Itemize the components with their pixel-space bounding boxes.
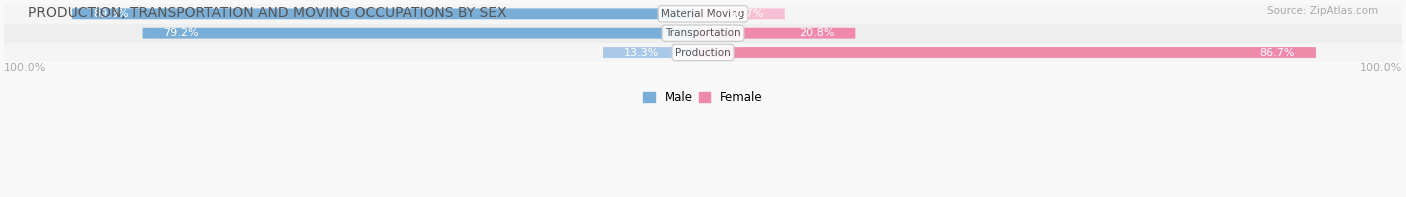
Text: 79.2%: 79.2% xyxy=(163,28,200,38)
Text: 13.3%: 13.3% xyxy=(624,47,659,58)
Bar xyxy=(4,23,1402,43)
Text: Transportation: Transportation xyxy=(665,28,741,38)
Text: 86.7%: 86.7% xyxy=(1260,47,1295,58)
Legend: Male, Female: Male, Female xyxy=(638,86,768,109)
Text: 100.0%: 100.0% xyxy=(4,63,46,73)
Text: PRODUCTION, TRANSPORTATION AND MOVING OCCUPATIONS BY SEX: PRODUCTION, TRANSPORTATION AND MOVING OC… xyxy=(28,6,506,20)
Text: 89.3%: 89.3% xyxy=(93,9,128,19)
Bar xyxy=(4,43,1402,62)
FancyBboxPatch shape xyxy=(72,8,710,19)
Text: Production: Production xyxy=(675,47,731,58)
FancyBboxPatch shape xyxy=(142,28,710,39)
Text: 100.0%: 100.0% xyxy=(1360,63,1402,73)
FancyBboxPatch shape xyxy=(696,8,785,19)
Bar xyxy=(4,4,1402,23)
Text: Material Moving: Material Moving xyxy=(661,9,745,19)
Text: 10.7%: 10.7% xyxy=(728,9,763,19)
FancyBboxPatch shape xyxy=(696,28,855,39)
FancyBboxPatch shape xyxy=(696,47,1316,58)
Text: 20.8%: 20.8% xyxy=(799,28,834,38)
FancyBboxPatch shape xyxy=(603,47,710,58)
Text: Source: ZipAtlas.com: Source: ZipAtlas.com xyxy=(1267,6,1378,16)
